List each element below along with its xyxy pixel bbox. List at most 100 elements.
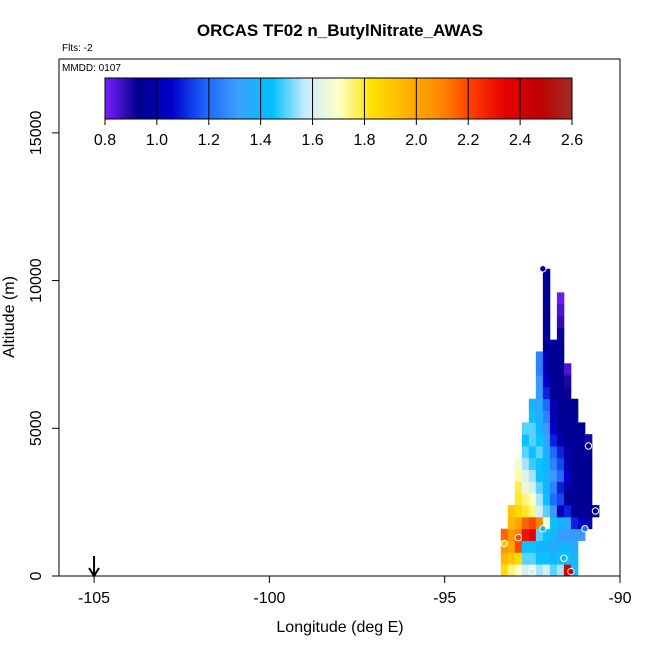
- heatmap-cell: [549, 375, 558, 388]
- colorbar-segment: [551, 78, 555, 119]
- heatmap-cell: [542, 375, 551, 388]
- colorbar-segment: [473, 78, 477, 119]
- heatmap-cell: [542, 292, 551, 305]
- colorbar-segment: [154, 78, 158, 119]
- longitude-marker: [88, 556, 100, 578]
- y-tick-label: 15000: [28, 111, 45, 156]
- colorbar-segment: [208, 78, 212, 119]
- heatmap-cell: [570, 422, 579, 435]
- colorbar-segment: [265, 78, 269, 119]
- colorbar-segment: [504, 78, 508, 119]
- colorbar-segment: [304, 78, 308, 119]
- colorbar-segment: [232, 78, 236, 119]
- heatmap-cell: [577, 422, 586, 435]
- colorbar-segment: [564, 78, 568, 119]
- colorbar-segment: [141, 78, 145, 119]
- heatmap-cell: [570, 564, 579, 577]
- sample-point: [591, 507, 600, 515]
- heatmap-cell: [514, 516, 523, 530]
- heatmap-cell: [521, 446, 530, 459]
- heatmap-cell: [535, 469, 544, 482]
- sample-point: [528, 567, 537, 576]
- heatmap-cell: [528, 457, 537, 471]
- heatmap-cell: [500, 552, 509, 565]
- colorbar-segment: [481, 78, 485, 119]
- colorbar-segment: [162, 78, 166, 119]
- heatmap-cell: [549, 457, 558, 471]
- colorbar-segment: [335, 78, 339, 119]
- heatmap-cell: [528, 552, 537, 565]
- heatmap-cell: [549, 386, 558, 400]
- heatmap-cell: [535, 434, 544, 447]
- heatmap-cell: [556, 481, 565, 494]
- heatmap-cell: [563, 457, 572, 471]
- colorbar-segment: [110, 78, 114, 119]
- heatmap-cell: [556, 292, 565, 305]
- heatmap-cell: [542, 528, 551, 541]
- colorbar-segment: [271, 78, 275, 119]
- heatmap-cell: [535, 564, 544, 577]
- x-tick-label: -100: [253, 590, 285, 607]
- heatmap-cell: [570, 469, 579, 482]
- heatmap-cell: [563, 516, 572, 530]
- heatmap-cell: [584, 481, 593, 494]
- colorbar-segment: [315, 78, 319, 119]
- colorbar-segment: [146, 78, 150, 119]
- colorbar-segment: [258, 78, 262, 119]
- heatmap-cell: [556, 351, 565, 364]
- heatmap-cell: [556, 398, 565, 411]
- colorbar-segment: [224, 78, 228, 119]
- heatmap-cell: [570, 516, 579, 530]
- colorbar-segment: [229, 78, 233, 119]
- heatmap-cell: [542, 446, 551, 459]
- colorbar-segment: [411, 78, 415, 119]
- colorbar-segment: [382, 78, 386, 119]
- heatmap-cell: [542, 505, 551, 518]
- colorbar-segment: [211, 78, 215, 119]
- colorbar-segment: [255, 78, 259, 119]
- heatmap-cell: [542, 339, 551, 352]
- colorbar-segment: [312, 78, 316, 119]
- heatmap-cell: [542, 386, 551, 400]
- colorbar-segment: [149, 78, 153, 119]
- colorbar-segment: [302, 78, 306, 119]
- colorbar-segment: [286, 78, 290, 119]
- heatmap-cell: [556, 564, 565, 577]
- colorbar-segment: [390, 78, 394, 119]
- colorbar-tick-label: 1.2: [198, 132, 220, 149]
- colorbar-segment: [400, 78, 404, 119]
- heatmap-cell: [549, 398, 558, 411]
- colorbar-segment: [112, 78, 116, 119]
- colorbar-segment: [128, 78, 132, 119]
- colorbar-segment: [442, 78, 446, 119]
- colorbar-segment: [392, 78, 397, 119]
- heatmap-cell: [542, 268, 551, 281]
- heatmap-cell: [584, 446, 593, 459]
- heatmap-cell: [542, 481, 551, 494]
- sample-point: [567, 567, 575, 576]
- colorbar-segment: [517, 78, 521, 119]
- colorbar-segment: [559, 78, 563, 119]
- colorbar-segment: [387, 78, 391, 119]
- heatmap-cell: [507, 505, 516, 518]
- heatmap-cell: [521, 540, 530, 553]
- colorbar-segment: [242, 78, 246, 119]
- heatmap-cell: [535, 410, 544, 423]
- colorbar-segment: [561, 78, 565, 119]
- y-axis: 0 5000 10000 15000: [28, 111, 59, 580]
- colorbar-segment: [496, 78, 500, 119]
- date-note: MMDD: 0107: [62, 63, 121, 74]
- heatmap-cell: [521, 422, 530, 435]
- heatmap-cell: [570, 528, 579, 541]
- colorbar-segment: [213, 78, 218, 119]
- heatmap-cell: [535, 552, 544, 565]
- colorbar-segment: [424, 78, 428, 119]
- colorbar-segment: [374, 78, 378, 119]
- heatmap-cell: [563, 552, 572, 565]
- colorbar-segment: [338, 78, 342, 119]
- colorbar-segment: [317, 78, 321, 119]
- heatmap-cell: [542, 457, 551, 471]
- colorbar-segment: [367, 78, 371, 119]
- colorbar-segment: [296, 78, 301, 119]
- heatmap-cell: [535, 446, 544, 459]
